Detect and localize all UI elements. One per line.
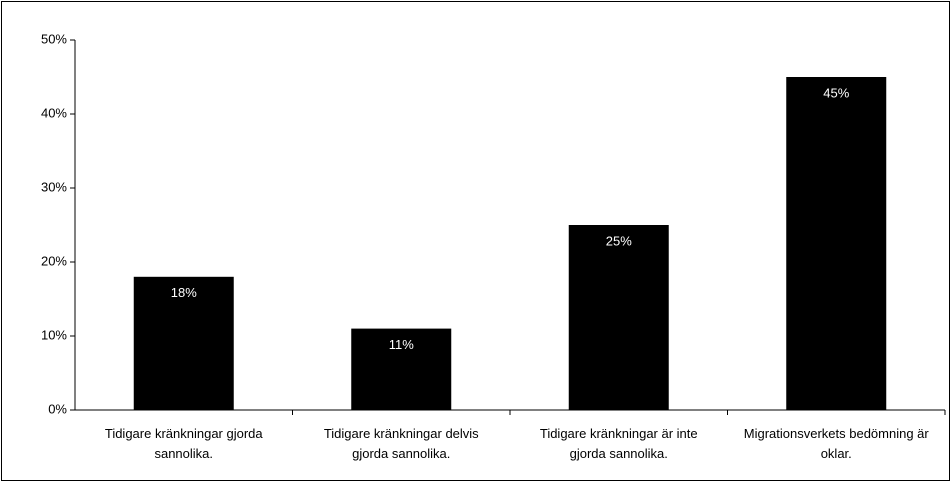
y-tick-label: 10% — [41, 327, 67, 342]
y-tick-label: 30% — [41, 179, 67, 194]
value-label: 45% — [823, 85, 849, 100]
x-tick-label: Migrationsverkets bedömning är oklar. — [743, 426, 929, 461]
value-label: 25% — [606, 233, 632, 248]
value-label: 18% — [171, 285, 197, 300]
y-tick-label: 50% — [41, 31, 67, 46]
y-tick-label: 20% — [41, 253, 67, 268]
y-tick-label: 40% — [41, 105, 67, 120]
bar — [568, 225, 669, 410]
bar — [133, 276, 234, 410]
x-tick-label: Tidigare kränkningar är inte gjorda sann… — [539, 426, 698, 461]
x-tick-label: Tidigare kränkningar gjorda sannolika. — [104, 426, 263, 461]
value-label: 11% — [389, 337, 414, 352]
y-tick-label: 0% — [48, 401, 67, 416]
x-tick-label: Tidigare kränkningar delvis gjorda sanno… — [323, 426, 479, 461]
bar — [786, 77, 887, 410]
bar — [351, 328, 452, 410]
